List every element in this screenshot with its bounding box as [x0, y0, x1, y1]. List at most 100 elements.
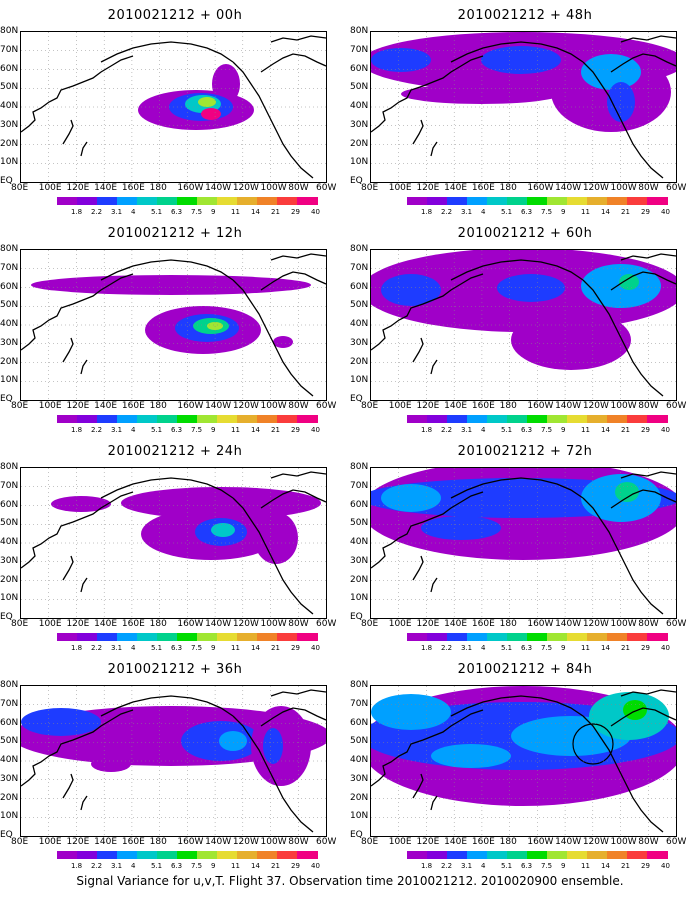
- lat-tick-label: 30N: [350, 555, 369, 566]
- coastline: [232, 715, 314, 833]
- variance-contour: [381, 484, 441, 512]
- colorbar-swatch: [567, 197, 588, 205]
- lon-tick-label: 80E: [11, 619, 29, 629]
- map-frame: [20, 685, 327, 837]
- colorbar-label: 11: [231, 644, 240, 652]
- colorbar-label: 11: [581, 208, 590, 216]
- lon-tick-label: 80W: [638, 183, 659, 193]
- colorbar-swatch: [627, 851, 648, 859]
- colorbar-swatch: [647, 197, 668, 205]
- lon-tick-label: 80E: [361, 837, 379, 847]
- coastline: [260, 489, 326, 509]
- colorbar-swatch: [197, 851, 218, 859]
- lat-tick-label: 10N: [350, 157, 369, 168]
- lon-tick-label: 120E: [66, 401, 90, 411]
- colorbar-swatch: [587, 633, 608, 641]
- colorbar-label: 29: [641, 644, 650, 652]
- lon-tick-label: 60W: [316, 619, 337, 629]
- lat-tick-label: 20N: [350, 574, 369, 585]
- colorbar-swatch: [177, 197, 198, 205]
- colorbar-swatch: [607, 415, 628, 423]
- coastline: [412, 337, 424, 363]
- lat-tick-label: 20N: [350, 792, 369, 803]
- coastline: [80, 577, 88, 593]
- lat-tick-label: 30N: [0, 555, 19, 566]
- variance-contour: [51, 496, 111, 512]
- lon-tick-label: 100W: [260, 619, 287, 629]
- map-frame: [370, 249, 677, 401]
- lon-tick-label: 180: [149, 619, 167, 629]
- lat-tick-label: 20N: [350, 356, 369, 367]
- colorbar-swatch: [647, 415, 668, 423]
- coastline: [100, 259, 234, 281]
- colorbar-label: 4: [131, 426, 136, 434]
- colorbar-swatch: [567, 851, 588, 859]
- variance-contour: [431, 744, 511, 768]
- lon-tick-label: 120E: [416, 183, 440, 193]
- forecast-panel: 2010021212 + 36h 80N 70N 60N 50N 40N 30N 20N 10N…: [0, 654, 350, 876]
- lon-tick-label: 140W: [555, 401, 582, 411]
- coastline: [450, 477, 584, 499]
- variance-map: [21, 686, 326, 836]
- variance-contour: [371, 48, 431, 72]
- map-frame: [20, 249, 327, 401]
- colorbar-swatch: [97, 415, 118, 423]
- colorbar-label: 4: [481, 208, 486, 216]
- colorbar-label: 5.1: [501, 862, 513, 870]
- lat-tick-label: 40N: [350, 101, 369, 111]
- lat-tick-label: 10N: [0, 593, 19, 604]
- colorbar-swatch: [647, 633, 668, 641]
- lat-tick-label: 40N: [0, 755, 19, 765]
- lon-tick-label: 120E: [416, 401, 440, 411]
- lon-tick-label: 140W: [555, 183, 582, 193]
- lon-tick-label: 120E: [66, 619, 90, 629]
- lon-tick-label: 120W: [232, 183, 259, 193]
- colorbar-label: 7.5: [191, 644, 203, 652]
- variance-contour: [91, 756, 131, 772]
- lon-tick-label: 80W: [638, 401, 659, 411]
- lon-tick-label: 160W: [527, 619, 554, 629]
- colorbar-swatch: [447, 197, 468, 205]
- lon-tick-label: 140W: [555, 837, 582, 847]
- lat-tick-label: 50N: [350, 518, 369, 529]
- lon-tick-label: 120E: [416, 837, 440, 847]
- colorbar-swatch: [607, 633, 628, 641]
- variance-contour: [511, 310, 631, 370]
- colorbar-label: 5.1: [501, 426, 513, 434]
- coastline: [371, 273, 484, 351]
- colorbar-label: 14: [601, 208, 610, 216]
- colorbar-label: 4: [131, 862, 136, 870]
- colorbar-swatch: [407, 197, 428, 205]
- lat-tick-label: EQ: [350, 612, 363, 622]
- lon-tick-label: 160E: [471, 183, 495, 193]
- coastline: [430, 577, 438, 593]
- coastline: [100, 477, 234, 499]
- lon-tick-label: 60W: [316, 401, 337, 411]
- variance-contour: [219, 731, 247, 751]
- colorbar-swatch: [647, 851, 668, 859]
- colorbar-label: 9: [211, 208, 216, 216]
- coastline: [21, 273, 134, 351]
- colorbar-swatch: [467, 197, 488, 205]
- lon-tick-label: 120E: [66, 837, 90, 847]
- map-frame: [370, 467, 677, 619]
- colorbar-swatch: [407, 633, 428, 641]
- colorbar-label: 6.3: [521, 208, 533, 216]
- lat-tick-label: 60N: [0, 281, 19, 292]
- colorbar-swatch: [467, 633, 488, 641]
- colorbar-swatch: [197, 197, 218, 205]
- lat-tick-label: EQ: [0, 830, 13, 840]
- lat-tick-label: 60N: [350, 281, 369, 292]
- lon-tick-label: 140E: [94, 183, 118, 193]
- lon-tick-label: 80W: [288, 619, 309, 629]
- coastline: [270, 253, 326, 261]
- lon-tick-label: 80E: [11, 837, 29, 847]
- colorbar-swatch: [427, 197, 448, 205]
- variance-contour: [497, 274, 565, 302]
- lon-tick-label: 100E: [38, 619, 62, 629]
- panel-title: 2010021212 + 84h: [457, 662, 593, 677]
- colorbar-label: 3.1: [461, 644, 473, 652]
- colorbar-label: 5.1: [501, 644, 513, 652]
- colorbar-swatch: [627, 197, 648, 205]
- coastline: [100, 41, 234, 63]
